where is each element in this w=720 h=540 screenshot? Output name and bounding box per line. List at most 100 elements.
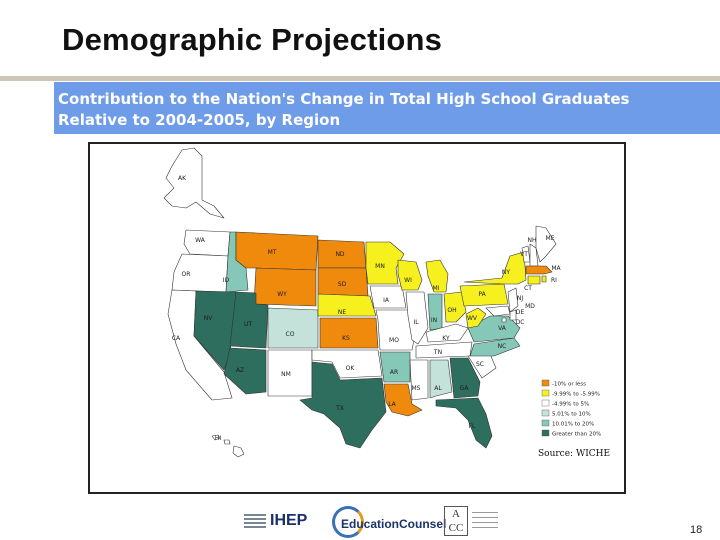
state-ri — [541, 275, 547, 283]
state-label-ar: AR — [390, 369, 398, 376]
education-counsel-arc-icon — [332, 506, 364, 538]
state-label-nm: NM — [281, 371, 291, 378]
aacc-text-lines-icon — [472, 512, 498, 532]
state-label-ok: OK — [346, 365, 356, 372]
state-label-ak: AK — [178, 175, 187, 182]
state-ga — [449, 357, 481, 399]
ihep-stripes-icon — [244, 514, 266, 530]
state-label-ca: CA — [172, 335, 181, 342]
state-label-mt: MT — [268, 249, 277, 256]
state-la — [383, 383, 423, 417]
page-number: 18 — [690, 524, 703, 536]
education-counsel-logo-text: EducationCounsel — [341, 517, 447, 531]
state-label-mi: MI — [433, 285, 440, 292]
state-label-wa: WA — [195, 237, 206, 244]
state-ks — [319, 317, 379, 349]
legend-label: 10.01% to 20% — [552, 422, 594, 428]
state-ia — [369, 285, 407, 309]
legend-swatch-yellow — [541, 389, 550, 397]
state-hi — [211, 434, 245, 458]
state-label-de: DE — [516, 309, 525, 316]
state-label-ia: IA — [383, 297, 390, 304]
slide-title: Demographic Projections — [62, 22, 443, 57]
us-map-figure: AK HI WA OR CA ID NV MT WY UT AZ CO NM ND SD NE KS OK TX MN… — [88, 142, 626, 494]
state-tx — [299, 361, 387, 449]
legend-swatch-white — [541, 399, 550, 407]
state-label-sd: SD — [338, 281, 347, 288]
state-or — [171, 253, 229, 293]
state-md — [485, 305, 511, 317]
state-co — [267, 307, 319, 349]
state-wv — [465, 307, 487, 329]
legend-label: 5.01% to 10% — [552, 412, 591, 418]
legend-label: -9.99% to -5.99% — [552, 392, 600, 398]
state-label-dc: DC — [516, 319, 525, 326]
state-label-pa: PA — [478, 291, 486, 298]
state-label-or: OR — [182, 271, 191, 278]
state-in — [427, 293, 443, 331]
state-ky — [425, 323, 469, 343]
state-tn — [415, 341, 473, 359]
legend-swatch-orange — [541, 379, 550, 387]
state-label-wi: WI — [404, 277, 412, 284]
state-label-ri: RI — [551, 277, 557, 284]
footer-logos: IHEP EducationCounsel A CC — [244, 504, 504, 540]
state-ar — [379, 351, 411, 383]
state-label-co: CO — [286, 331, 295, 338]
state-az — [223, 347, 267, 395]
state-ne — [317, 293, 377, 317]
state-label-nv: NV — [204, 315, 213, 322]
state-label-tn: TN — [433, 349, 442, 356]
state-label-mn: MN — [375, 263, 385, 270]
state-label-ky: KY — [442, 335, 450, 342]
state-label-ct: CT — [524, 285, 532, 292]
legend-swatch-light-teal — [541, 419, 550, 427]
state-label-wv: WV — [467, 315, 478, 322]
legend-label: -4.99% to 5% — [552, 402, 589, 408]
state-il — [405, 291, 429, 345]
state-me — [535, 225, 557, 263]
state-label-mo: MO — [389, 337, 399, 344]
state-wy — [253, 267, 317, 307]
legend-label: Greater than 20% — [552, 432, 601, 438]
state-label-wy: WY — [277, 291, 287, 298]
state-ct — [527, 275, 541, 285]
state-label-id: ID — [223, 277, 230, 284]
state-label-nc: NC — [498, 343, 507, 350]
legend-swatch-dark-teal — [541, 429, 550, 437]
state-label-va: VA — [498, 325, 507, 332]
state-wa — [183, 229, 231, 257]
us-map: AK HI WA OR CA ID NV MT WY UT AZ CO NM ND SD NE KS OK TX MN… — [163, 147, 610, 459]
state-label-ks: KS — [342, 335, 350, 342]
aacc-mark-icon: A CC — [444, 506, 468, 536]
legend-label: -10% or less — [552, 382, 586, 388]
state-label-oh: OH — [447, 307, 456, 314]
state-label-ut: UT — [244, 321, 252, 328]
state-label-nh: NH — [528, 237, 537, 244]
state-label-il: IL — [413, 319, 419, 326]
title-divider — [0, 76, 720, 81]
state-nj — [507, 287, 519, 313]
state-label-fl: FL — [469, 423, 476, 430]
state-mi — [425, 259, 449, 293]
state-wi — [397, 259, 423, 291]
ihep-logo-text: IHEP — [270, 512, 308, 529]
state-label-tx: TX — [335, 405, 344, 412]
state-nc — [469, 337, 521, 357]
state-ny — [463, 251, 527, 285]
state-label-sc: SC — [476, 361, 484, 368]
state-ok — [311, 349, 383, 379]
state-dc — [501, 317, 507, 323]
state-label-nj: NJ — [517, 295, 523, 302]
subtitle-band — [54, 82, 720, 134]
state-label-vt: VT — [520, 251, 528, 258]
state-al — [429, 359, 453, 399]
state-label-me: ME — [546, 235, 555, 242]
aacc-logo: A CC — [444, 506, 504, 538]
state-label-nd: ND — [335, 251, 344, 258]
state-ak — [163, 147, 225, 219]
state-va — [467, 315, 521, 343]
state-label-hi: HI — [215, 435, 222, 442]
state-label-ma: MA — [551, 265, 561, 272]
state-ma — [525, 265, 553, 275]
